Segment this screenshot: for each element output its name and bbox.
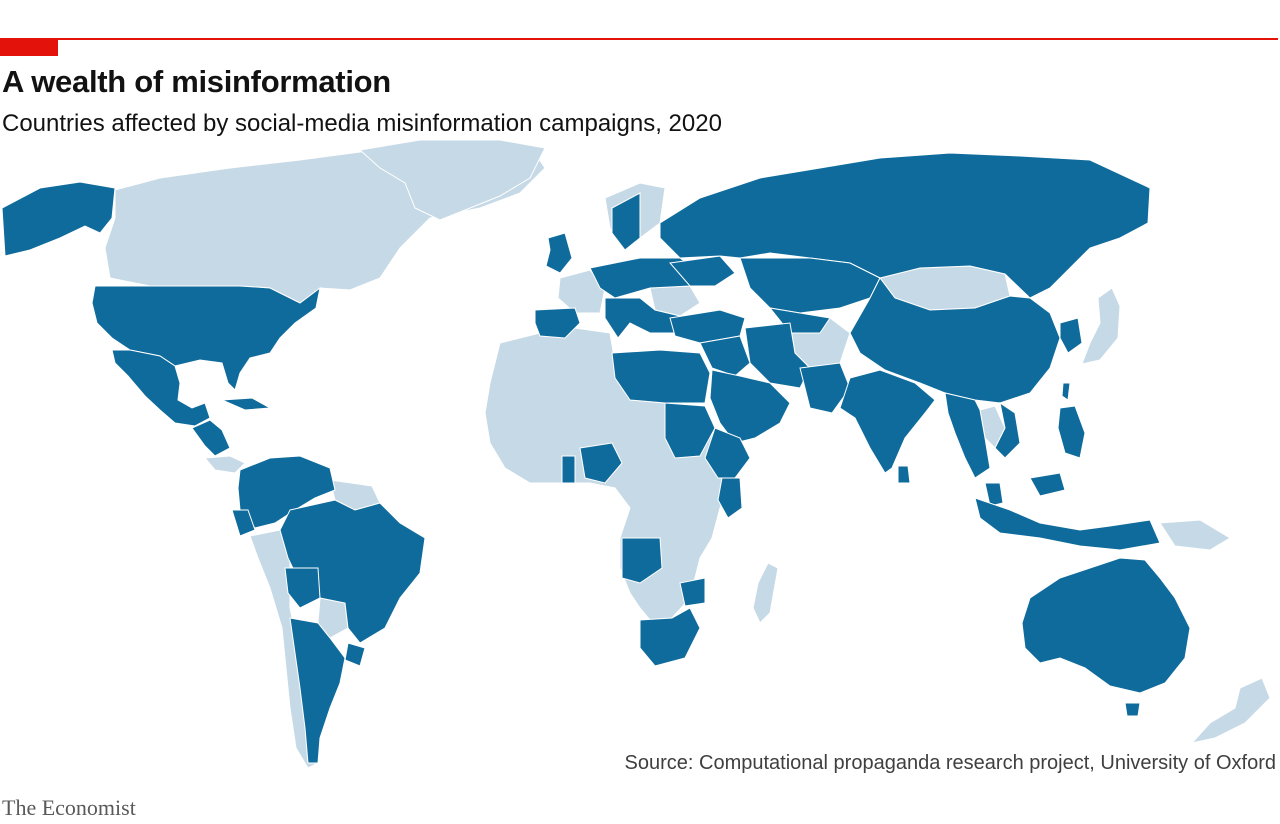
region-taiwan	[1061, 382, 1071, 401]
region-argentina	[289, 617, 346, 764]
region-kenya	[717, 477, 743, 519]
region-spain	[534, 307, 581, 339]
chart-title: A wealth of misinformation	[2, 64, 391, 99]
top-rule-line	[0, 38, 1278, 40]
region-indonesia	[974, 497, 1161, 551]
region-colombia-venezuela	[237, 455, 336, 529]
region-ecuador	[231, 509, 256, 537]
region-tasmania	[1124, 702, 1141, 717]
region-sweden	[611, 192, 641, 251]
region-mexico	[111, 349, 211, 427]
region-vietnam-cambodia	[994, 401, 1021, 459]
region-central-america	[191, 419, 231, 457]
region-japan	[1081, 287, 1121, 365]
chart-subtitle: Countries affected by social-media misin…	[2, 110, 722, 137]
region-france	[557, 269, 606, 314]
region-pakistan	[799, 362, 851, 414]
region-uruguay	[344, 642, 366, 667]
region-panama	[203, 455, 246, 474]
region-cuba	[221, 397, 272, 411]
region-philippines	[1057, 405, 1086, 459]
region-korea	[1059, 317, 1083, 354]
region-sudan	[664, 402, 716, 459]
region-egypt-libya	[611, 349, 711, 404]
publisher-logo: The Economist	[2, 795, 136, 820]
region-sri-lanka	[897, 465, 911, 484]
region-south-africa	[639, 607, 701, 667]
source-note: Source: Computational propaganda researc…	[624, 752, 1276, 774]
world-map	[1, 139, 1271, 769]
region-malaysia	[984, 472, 1066, 507]
region-bolivia	[284, 567, 321, 609]
region-arabia	[709, 369, 791, 444]
region-nigeria	[579, 442, 623, 484]
region-new-zealand	[1190, 677, 1271, 744]
region-iraq-syria	[699, 335, 751, 377]
region-india	[839, 369, 936, 474]
region-zimbabwe	[679, 577, 706, 607]
region-greenland	[358, 139, 546, 221]
region-png	[1159, 519, 1231, 551]
brand-red-tag	[0, 38, 58, 56]
affected-regions	[1, 152, 1191, 764]
region-italy-balkans	[604, 297, 681, 339]
region-angola	[621, 537, 663, 584]
region-russia	[659, 152, 1151, 299]
region-alaska	[1, 181, 116, 257]
region-uk	[545, 232, 573, 274]
region-china	[849, 277, 1061, 404]
region-kazakhstan	[739, 257, 881, 314]
region-ghana	[561, 455, 576, 484]
region-madagascar	[752, 562, 779, 624]
region-australia	[1021, 557, 1191, 694]
region-usa	[91, 285, 321, 391]
region-ukraine	[669, 255, 736, 287]
region-myanmar-thailand	[944, 392, 991, 479]
